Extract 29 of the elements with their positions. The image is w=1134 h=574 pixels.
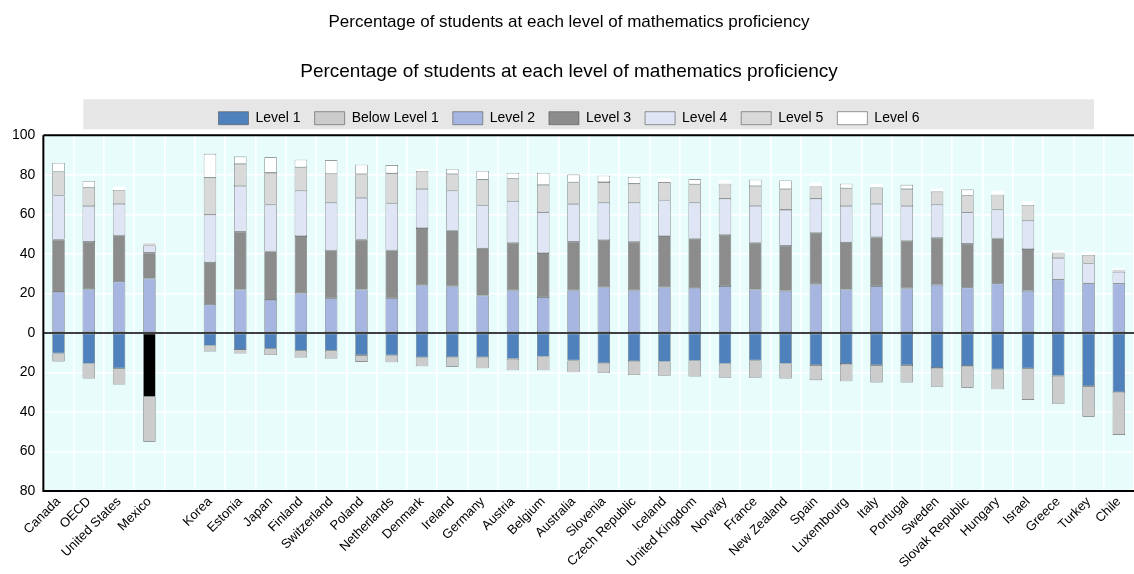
y-tick-label: 40 — [19, 244, 36, 261]
y-tick-label: 60 — [19, 442, 36, 459]
bar — [112, 186, 126, 190]
bar — [930, 188, 944, 192]
y-tick-label: 20 — [19, 363, 36, 380]
y-tick-label: 80 — [19, 165, 36, 182]
bar — [1052, 250, 1065, 253]
legend-label: Level 5 — [778, 109, 824, 126]
bar — [991, 190, 1004, 195]
legend-label: Level 1 — [255, 109, 301, 126]
legend-label: Level 6 — [874, 109, 920, 126]
legend-label: Below Level 1 — [351, 109, 440, 126]
y-tick-label: 40 — [19, 402, 36, 419]
bar — [658, 178, 671, 183]
y-tick-label: 20 — [19, 284, 36, 301]
bar — [870, 184, 883, 188]
legend-label: Level 4 — [682, 109, 728, 126]
bar — [1021, 201, 1035, 205]
y-tick-label: 100 — [12, 126, 36, 143]
legend-label: Level 3 — [585, 109, 632, 126]
bar — [718, 180, 732, 184]
bar — [234, 349, 247, 354]
y-tick-label: 80 — [19, 481, 36, 498]
legend-label: Level 2 — [489, 109, 536, 126]
y-tick-label: 60 — [19, 205, 36, 222]
chart-subtitle: Percentage of students at each level of mathematics proficiency — [300, 60, 839, 82]
bar — [809, 182, 823, 187]
chart-title: Percentage of students at each level of mathematics proficiency — [328, 11, 810, 31]
y-tick-label: 0 — [27, 323, 36, 340]
